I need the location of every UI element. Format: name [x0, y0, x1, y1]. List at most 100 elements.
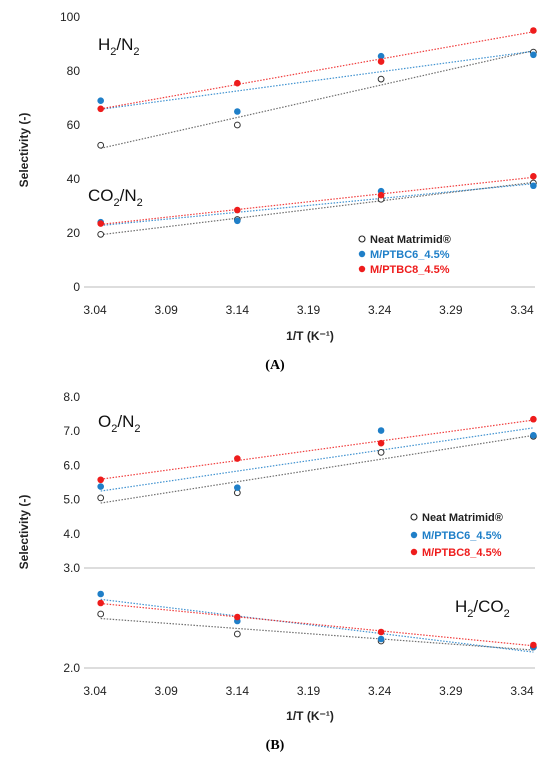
trendline-o2-n2-m-ptbc8-4-5: [100, 419, 534, 480]
legend-label-ptbc8: M/PTBC8_4.5%: [422, 547, 502, 559]
trendline-h2-n2-m-ptbc6-4-5: [100, 50, 534, 110]
x-tick-label: 3.19: [297, 303, 321, 317]
legend-marker-neat: [410, 513, 418, 521]
y-tick-labels: 0 20 40 60 80 100: [60, 10, 80, 294]
data-point-o2-n2-m-ptbc6-4-5: [530, 432, 537, 439]
x-tick-label: 3.34: [510, 303, 534, 317]
data-points: [97, 415, 537, 651]
data-point-h2-n2-m-ptbc6-4-5: [97, 97, 104, 104]
data-point-o2-n2-m-ptbc8-4-5: [377, 439, 385, 447]
data-point-co2-n2-m-ptbc8-4-5: [377, 191, 385, 199]
x-tick-label: 3.29: [439, 684, 463, 698]
x-tick-label: 3.19: [297, 684, 321, 698]
data-point-h2-co2-m-ptbc6-4-5: [97, 590, 104, 598]
data-point-o2-n2-neat-matrimid: [377, 449, 385, 456]
legend-label-neat: Neat Matrimid®: [422, 512, 503, 524]
trendline-h2-co2-m-ptbc6-4-5: [100, 598, 534, 653]
trendlines: [100, 31, 534, 236]
data-point-o2-n2-m-ptbc6-4-5: [377, 427, 385, 434]
trendline-o2-n2-m-ptbc6-4-5: [100, 427, 534, 492]
data-point-h2-co2-neat-matrimid: [97, 610, 105, 618]
legend-marker-ptbc6: [358, 250, 366, 258]
data-point-h2-co2-m-ptbc8-4-5: [234, 613, 241, 621]
data-point-o2-n2-m-ptbc8-4-5: [97, 476, 104, 484]
data-point-o2-n2-neat-matrimid: [97, 494, 105, 502]
x-tick-labels: 3.04 3.09 3.14 3.19 3.24 3.29 3.34: [83, 684, 534, 698]
data-point-co2-n2-m-ptbc8-4-5: [234, 206, 241, 214]
legend-label-neat: Neat Matrimid®: [370, 234, 451, 246]
data-point-h2-co2-m-ptbc8-4-5: [377, 628, 385, 636]
legend: Neat Matrimid® M/PTBC6_4.5% M/PTBC8_4.5%: [358, 234, 451, 276]
legend-label-ptbc6: M/PTBC6_4.5%: [370, 249, 450, 261]
x-tick-label: 3.04: [83, 303, 107, 317]
y-tick-label: 40: [67, 172, 81, 186]
y-tick-label: 0: [73, 280, 80, 294]
y-axis-label: Selectivity (-): [17, 495, 31, 570]
x-tick-labels: 3.04 3.09 3.14 3.19 3.24 3.29 3.34: [83, 303, 534, 317]
x-tick-label: 3.04: [83, 684, 107, 698]
data-point-h2-n2-m-ptbc8-4-5: [530, 27, 537, 34]
data-point-co2-n2-m-ptbc8-4-5: [97, 220, 104, 227]
legend: Neat Matrimid® M/PTBC6_4.5% M/PTBC8_4.5%: [410, 512, 503, 559]
panel-b: 4.05.06.07.08.02.03.0 3.04 3.09 3.14 3.19 3.…: [17, 390, 537, 753]
data-point-h2-n2-neat-matrimid: [97, 141, 105, 149]
data-points: [97, 27, 537, 238]
y-tick-label: 3.0: [63, 561, 80, 575]
annotation-h2-co2: H2/CO2: [455, 597, 510, 620]
x-tick-label: 3.24: [368, 303, 392, 317]
legend-marker-ptbc6: [410, 531, 418, 539]
data-point-h2-co2-m-ptbc8-4-5: [530, 641, 537, 649]
data-point-co2-n2-neat-matrimid: [97, 230, 105, 238]
x-tick-label: 3.29: [439, 303, 463, 317]
data-point-co2-n2-m-ptbc8-4-5: [530, 173, 537, 180]
legend-marker-ptbc8: [358, 265, 366, 273]
y-tick-label: 2.0: [63, 661, 80, 675]
y-tick-label: 7.0: [63, 424, 80, 438]
data-point-h2-n2-m-ptbc6-4-5: [377, 52, 385, 60]
y-tick-label: 80: [67, 64, 81, 78]
panel-a: 0 20 40 60 80 100 3.04 3.09 3.14 3.19 3.24 3.29 3.3…: [17, 10, 537, 373]
legend-marker-neat: [358, 235, 366, 243]
annotation-co2-n2: CO2/N2: [88, 186, 143, 209]
x-tick-label: 3.34: [510, 684, 534, 698]
data-point-o2-n2-m-ptbc6-4-5: [234, 484, 241, 491]
data-point-h2-n2-m-ptbc6-4-5: [234, 108, 241, 115]
panel-label-b: (B): [266, 738, 285, 753]
annotation-o2-n2: O2/N2: [98, 412, 140, 435]
data-point-o2-n2-m-ptbc8-4-5: [530, 415, 537, 423]
x-tick-label: 3.09: [154, 684, 178, 698]
x-tick-label: 3.14: [226, 684, 250, 698]
x-axis-label: 1/T (K⁻¹): [286, 329, 334, 343]
panel-label-a: (A): [265, 358, 285, 373]
data-point-h2-co2-m-ptbc6-4-5: [377, 635, 385, 643]
trendline-co2-n2-m-ptbc8-4-5: [100, 176, 534, 225]
trendline-o2-n2-neat-matrimid: [100, 434, 534, 504]
data-point-h2-co2-m-ptbc8-4-5: [97, 599, 104, 607]
y-tick-label: 100: [60, 10, 80, 24]
trendline-h2-n2-m-ptbc8-4-5: [100, 31, 534, 110]
y-tick-label: 60: [67, 118, 81, 132]
legend-label-ptbc6: M/PTBC6_4.5%: [422, 530, 502, 542]
trendline-h2-co2-neat-matrimid: [100, 617, 534, 651]
y-tick-labels: 4.0 5.0 6.0 7.0 8.0 2.0 3.0: [63, 390, 80, 675]
trendlines: [100, 419, 534, 653]
data-point-h2-n2-m-ptbc8-4-5: [377, 58, 385, 65]
x-tick-label: 3.24: [368, 684, 392, 698]
x-tick-label: 3.09: [154, 303, 178, 317]
y-tick-label: 8.0: [63, 390, 80, 404]
y-tick-label: 5.0: [63, 493, 80, 507]
trendline-co2-n2-m-ptbc6-4-5: [100, 183, 534, 227]
y-tick-label: 4.0: [63, 527, 80, 541]
trendline-h2-n2-neat-matrimid: [100, 50, 534, 149]
trendline-co2-n2-neat-matrimid: [100, 181, 534, 236]
data-point-h2-n2-m-ptbc6-4-5: [530, 51, 537, 59]
legend-marker-ptbc8: [410, 548, 418, 556]
data-point-h2-co2-neat-matrimid: [233, 630, 241, 638]
x-axis-label: 1/T (K⁻¹): [286, 709, 334, 723]
y-axis-label: Selectivity (-): [17, 113, 31, 188]
data-point-h2-n2-neat-matrimid: [233, 121, 241, 129]
data-point-co2-n2-m-ptbc6-4-5: [530, 182, 537, 190]
y-tick-label: 20: [67, 226, 81, 240]
data-point-h2-n2-neat-matrimid: [377, 75, 385, 83]
